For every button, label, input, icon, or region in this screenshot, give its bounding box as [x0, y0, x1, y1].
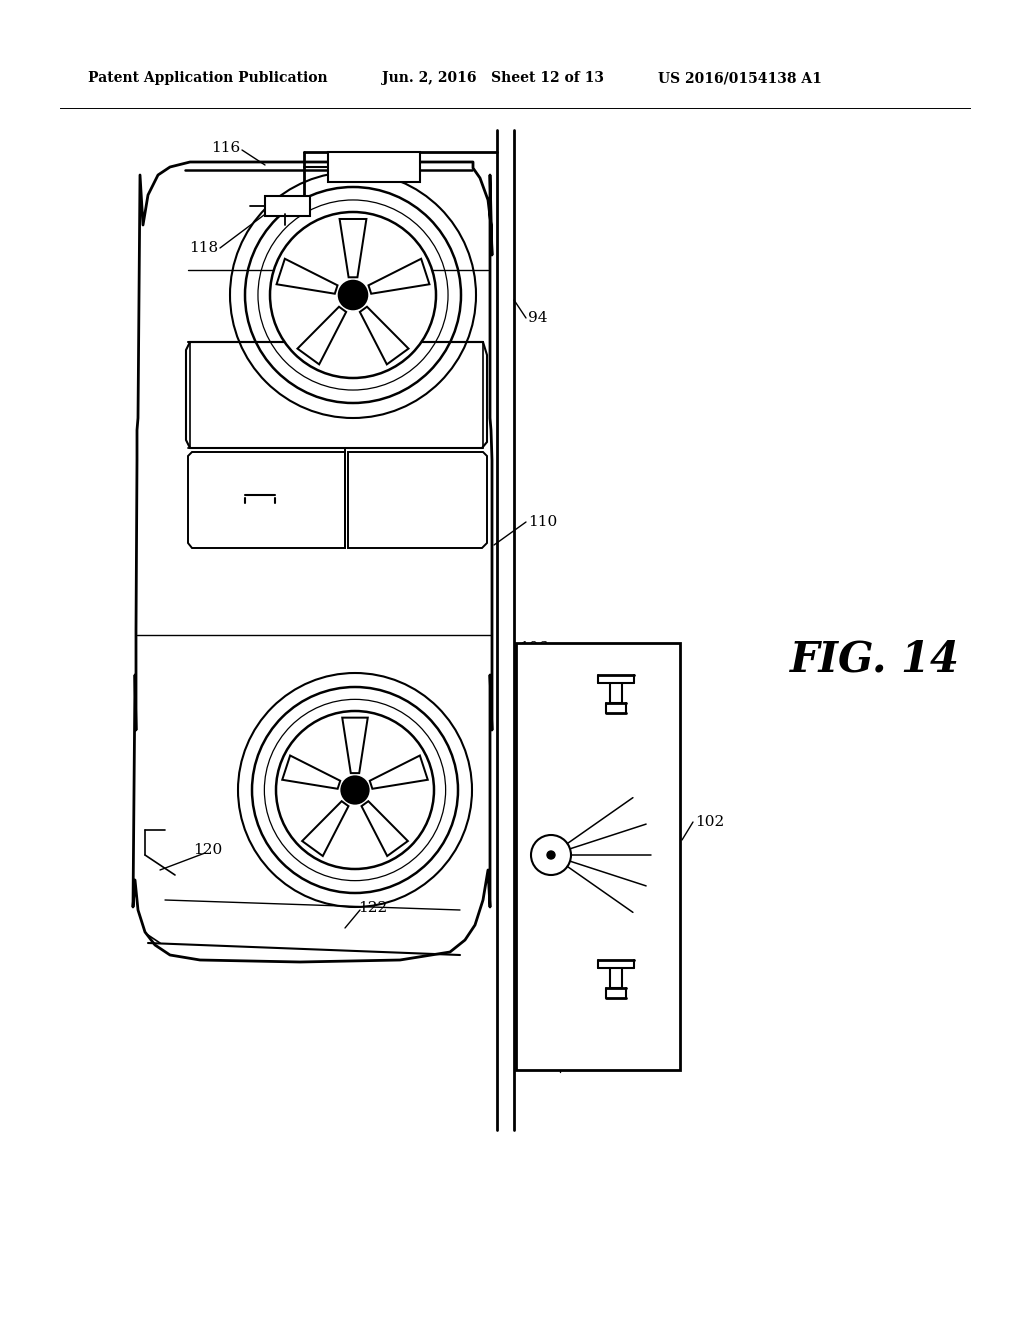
Polygon shape: [276, 259, 338, 294]
Text: 102: 102: [695, 814, 724, 829]
Polygon shape: [370, 755, 428, 789]
Text: 118: 118: [188, 242, 218, 255]
Circle shape: [270, 213, 436, 378]
Text: 92: 92: [538, 653, 557, 667]
Circle shape: [245, 187, 461, 403]
Text: 122: 122: [358, 902, 387, 915]
Text: 94: 94: [528, 312, 548, 325]
Text: 106: 106: [519, 642, 548, 655]
Text: 116: 116: [211, 141, 240, 154]
Bar: [265, 195, 310, 216]
Text: 110: 110: [528, 515, 557, 529]
Text: US 2016/0154138 A1: US 2016/0154138 A1: [658, 71, 822, 84]
Circle shape: [342, 776, 369, 804]
Text: 90: 90: [558, 663, 578, 677]
Bar: [516, 643, 680, 1071]
Circle shape: [252, 686, 458, 894]
Polygon shape: [302, 801, 348, 857]
Polygon shape: [342, 718, 368, 774]
Circle shape: [531, 836, 571, 875]
Polygon shape: [359, 306, 409, 364]
Polygon shape: [369, 259, 429, 294]
Circle shape: [276, 711, 434, 869]
Text: 120: 120: [193, 843, 222, 857]
Text: Patent Application Publication: Patent Application Publication: [88, 71, 328, 84]
Bar: [328, 152, 420, 182]
Polygon shape: [283, 755, 340, 789]
Circle shape: [547, 851, 555, 859]
Polygon shape: [298, 306, 346, 364]
Text: FIG. 14: FIG. 14: [790, 639, 961, 681]
Text: Jun. 2, 2016   Sheet 12 of 13: Jun. 2, 2016 Sheet 12 of 13: [382, 71, 604, 84]
Polygon shape: [361, 801, 408, 857]
Polygon shape: [340, 219, 367, 277]
Circle shape: [339, 281, 367, 309]
Text: 106: 106: [546, 1055, 574, 1069]
